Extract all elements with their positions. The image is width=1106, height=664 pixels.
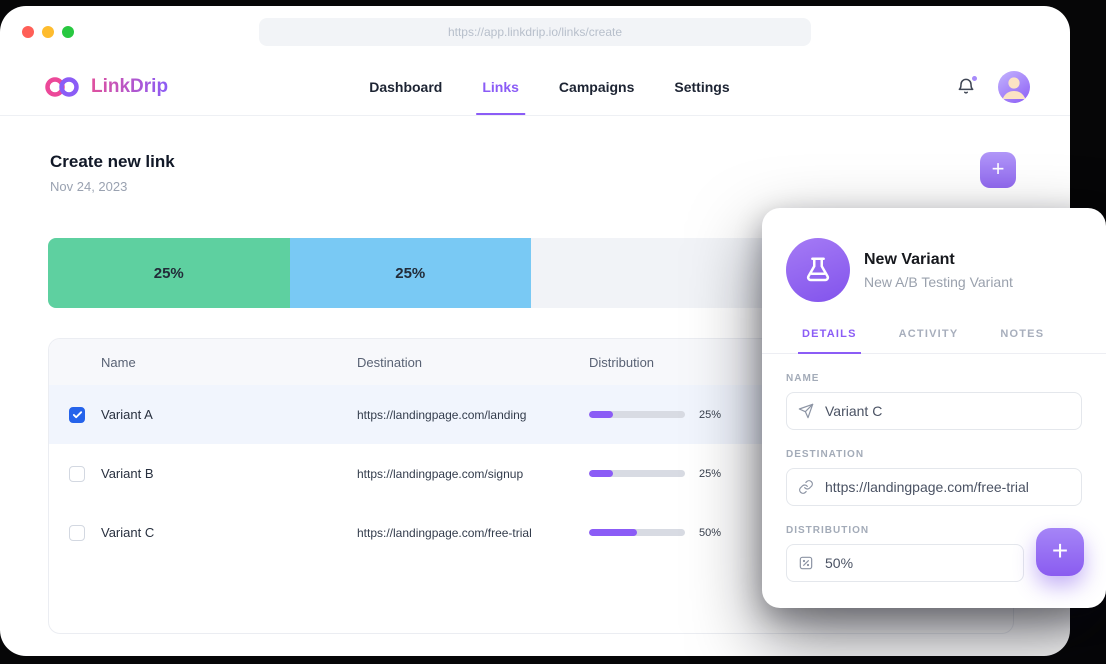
column-header-distribution: Distribution (589, 354, 655, 370)
notification-dot (971, 74, 978, 82)
percent-icon (798, 555, 814, 571)
variant-name: Variant C (101, 525, 155, 540)
table-row[interactable]: Variant C https://landingpage.com/free-t… (49, 503, 1013, 562)
distribution-progress (589, 411, 685, 418)
panel-subtitle: New A/B Testing Variant (864, 273, 1013, 290)
row-checkbox[interactable] (69, 465, 85, 482)
page-date: Nov 24, 2023 (50, 179, 128, 194)
avatar[interactable] (998, 70, 1030, 103)
browser-titlebar: https://app.linkdrip.io/links/create (0, 6, 1070, 58)
destination-field-label: DESTINATION (786, 449, 865, 460)
distribution-percent: 25% (699, 408, 722, 421)
nav-item-dashboard[interactable]: Dashboard (369, 78, 443, 95)
panel-title: New Variant (864, 250, 955, 268)
table-row[interactable]: Variant B https://landingpage.com/signup… (49, 444, 1013, 503)
tab-activity[interactable]: ACTIVITY (898, 328, 959, 340)
add-variant-button[interactable]: + (1036, 528, 1084, 576)
row-checkbox[interactable] (69, 524, 85, 541)
distribution-progress (589, 470, 685, 477)
row-checkbox[interactable] (69, 406, 85, 423)
name-field-label: NAME (786, 373, 820, 384)
brand[interactable]: LinkDrip (42, 75, 168, 99)
variant-avatar (786, 238, 850, 302)
name-input[interactable] (786, 392, 1082, 430)
url-bar[interactable]: https://app.linkdrip.io/links/create (259, 18, 811, 46)
tab-notes[interactable]: NOTES (1000, 328, 1045, 340)
notifications-button[interactable] (956, 74, 978, 98)
page-head: Create new link Nov 24, 2023 + (50, 152, 1016, 194)
add-link-button[interactable]: + (980, 152, 1016, 188)
plus-icon: + (991, 156, 1005, 181)
distribution-input[interactable] (786, 544, 1024, 582)
column-header-name: Name (101, 354, 136, 370)
nav-item-links[interactable]: Links (476, 58, 525, 115)
main-nav: Dashboard Links Campaigns Settings (369, 58, 730, 115)
distribution-segment: 25% (48, 238, 290, 308)
column-header-destination: Destination (357, 354, 423, 370)
plus-icon: + (1051, 534, 1069, 566)
variant-name: Variant A (101, 407, 153, 422)
header-actions (956, 70, 1030, 103)
destination-input[interactable] (786, 468, 1082, 506)
linkdrip-logo-icon (42, 75, 82, 99)
close-window-button[interactable] (22, 26, 34, 38)
distribution-percent: 25% (699, 467, 722, 480)
panel-tabs: DETAILS ACTIVITY NOTES (762, 328, 1106, 354)
nav-item-settings[interactable]: Settings (674, 78, 730, 95)
distribution-progress (589, 529, 685, 536)
distribution-percent: 50% (699, 526, 722, 539)
app-header: LinkDrip Dashboard Links Campaigns Setti… (0, 58, 1070, 116)
variant-destination: https://landingpage.com/landing (357, 407, 527, 422)
window-controls (22, 26, 74, 38)
distribution-field-label: DISTRIBUTION (786, 525, 870, 536)
maximize-window-button[interactable] (62, 26, 74, 38)
new-variant-panel: New Variant New A/B Testing Variant DETA… (762, 208, 1106, 608)
bell-icon (956, 76, 978, 96)
tab-details[interactable]: DETAILS (798, 328, 861, 354)
link-icon (798, 479, 814, 495)
page-title: Create new link (50, 152, 175, 171)
nav-item-campaigns[interactable]: Campaigns (558, 78, 635, 95)
minimize-window-button[interactable] (42, 26, 54, 38)
flask-icon (803, 255, 833, 285)
send-icon (798, 403, 814, 419)
variant-destination: https://landingpage.com/signup (357, 466, 524, 481)
variant-destination: https://landingpage.com/free-trial (357, 525, 532, 540)
variant-name: Variant B (101, 466, 154, 481)
brand-name: LinkDrip (91, 75, 169, 97)
distribution-segment: 25% (289, 238, 531, 308)
